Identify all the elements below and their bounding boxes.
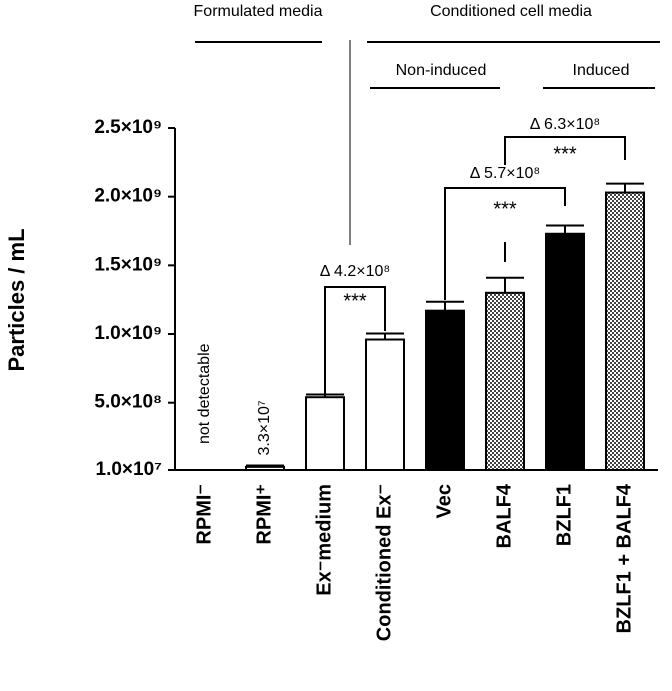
group-label: Non-induced — [396, 62, 487, 79]
x-tick-label: BALF4 — [493, 483, 515, 548]
y-tick-label: 5.0×10⁸ — [94, 392, 162, 413]
y-axis-title: Particles / mL — [4, 228, 29, 371]
significance-stars: *** — [493, 198, 517, 220]
delta-label: Δ 4.2×10⁸ — [320, 263, 390, 280]
value-label: 3.3×10⁷ — [256, 400, 273, 455]
annotation: not detectable — [196, 343, 213, 444]
y-tick-label: 1.0×10⁹ — [94, 323, 162, 344]
x-tick-label: Conditioned Ex⁻ — [373, 484, 395, 641]
group-label: Induced — [573, 62, 630, 79]
group-label: Formulated media — [194, 3, 323, 20]
delta-label: Δ 5.7×10⁸ — [470, 165, 540, 182]
bar — [245, 465, 285, 472]
significance-stars: *** — [553, 143, 577, 165]
bar — [485, 291, 525, 471]
bracket — [504, 136, 626, 165]
x-tick-label: BZLF1 + BALF4 — [613, 483, 635, 633]
y-tick-label: 2.5×10⁹ — [94, 117, 162, 138]
y-tick-label: 1.0×10⁷ — [96, 459, 163, 480]
x-tick-label: Ex⁻medium — [313, 484, 335, 596]
x-tick-label: RPMI⁻ — [193, 484, 215, 545]
bar — [305, 396, 345, 472]
x-tick-label: RPMI⁺ — [253, 484, 275, 545]
significance-stars: *** — [343, 290, 367, 312]
bar — [365, 338, 405, 471]
x-tick-label: BZLF1 — [553, 484, 575, 546]
bar — [425, 309, 465, 472]
delta-label: Δ 6.3×10⁸ — [530, 116, 600, 133]
y-tick-label: 2.0×10⁹ — [94, 186, 162, 207]
group-label: Conditioned cell media — [430, 3, 592, 20]
bar — [605, 191, 645, 471]
x-tick-label: Vec — [433, 484, 455, 518]
bar — [545, 232, 585, 471]
y-tick-label: 1.5×10⁹ — [94, 254, 162, 275]
bracket — [444, 187, 566, 300]
bracket — [324, 286, 386, 394]
group-lines — [195, 40, 660, 245]
